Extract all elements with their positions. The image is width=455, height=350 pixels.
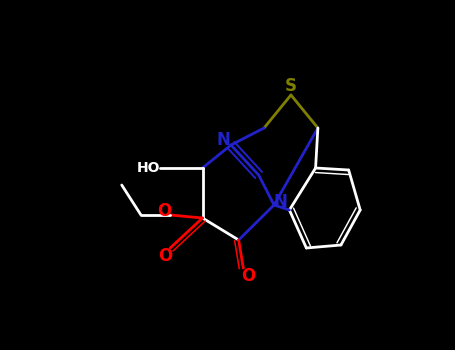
Text: O: O bbox=[157, 202, 171, 220]
Text: O: O bbox=[242, 267, 256, 285]
Text: N: N bbox=[216, 131, 230, 149]
Text: HO: HO bbox=[137, 161, 161, 175]
Text: O: O bbox=[158, 247, 172, 265]
Text: N: N bbox=[273, 193, 287, 211]
Text: S: S bbox=[285, 77, 297, 95]
